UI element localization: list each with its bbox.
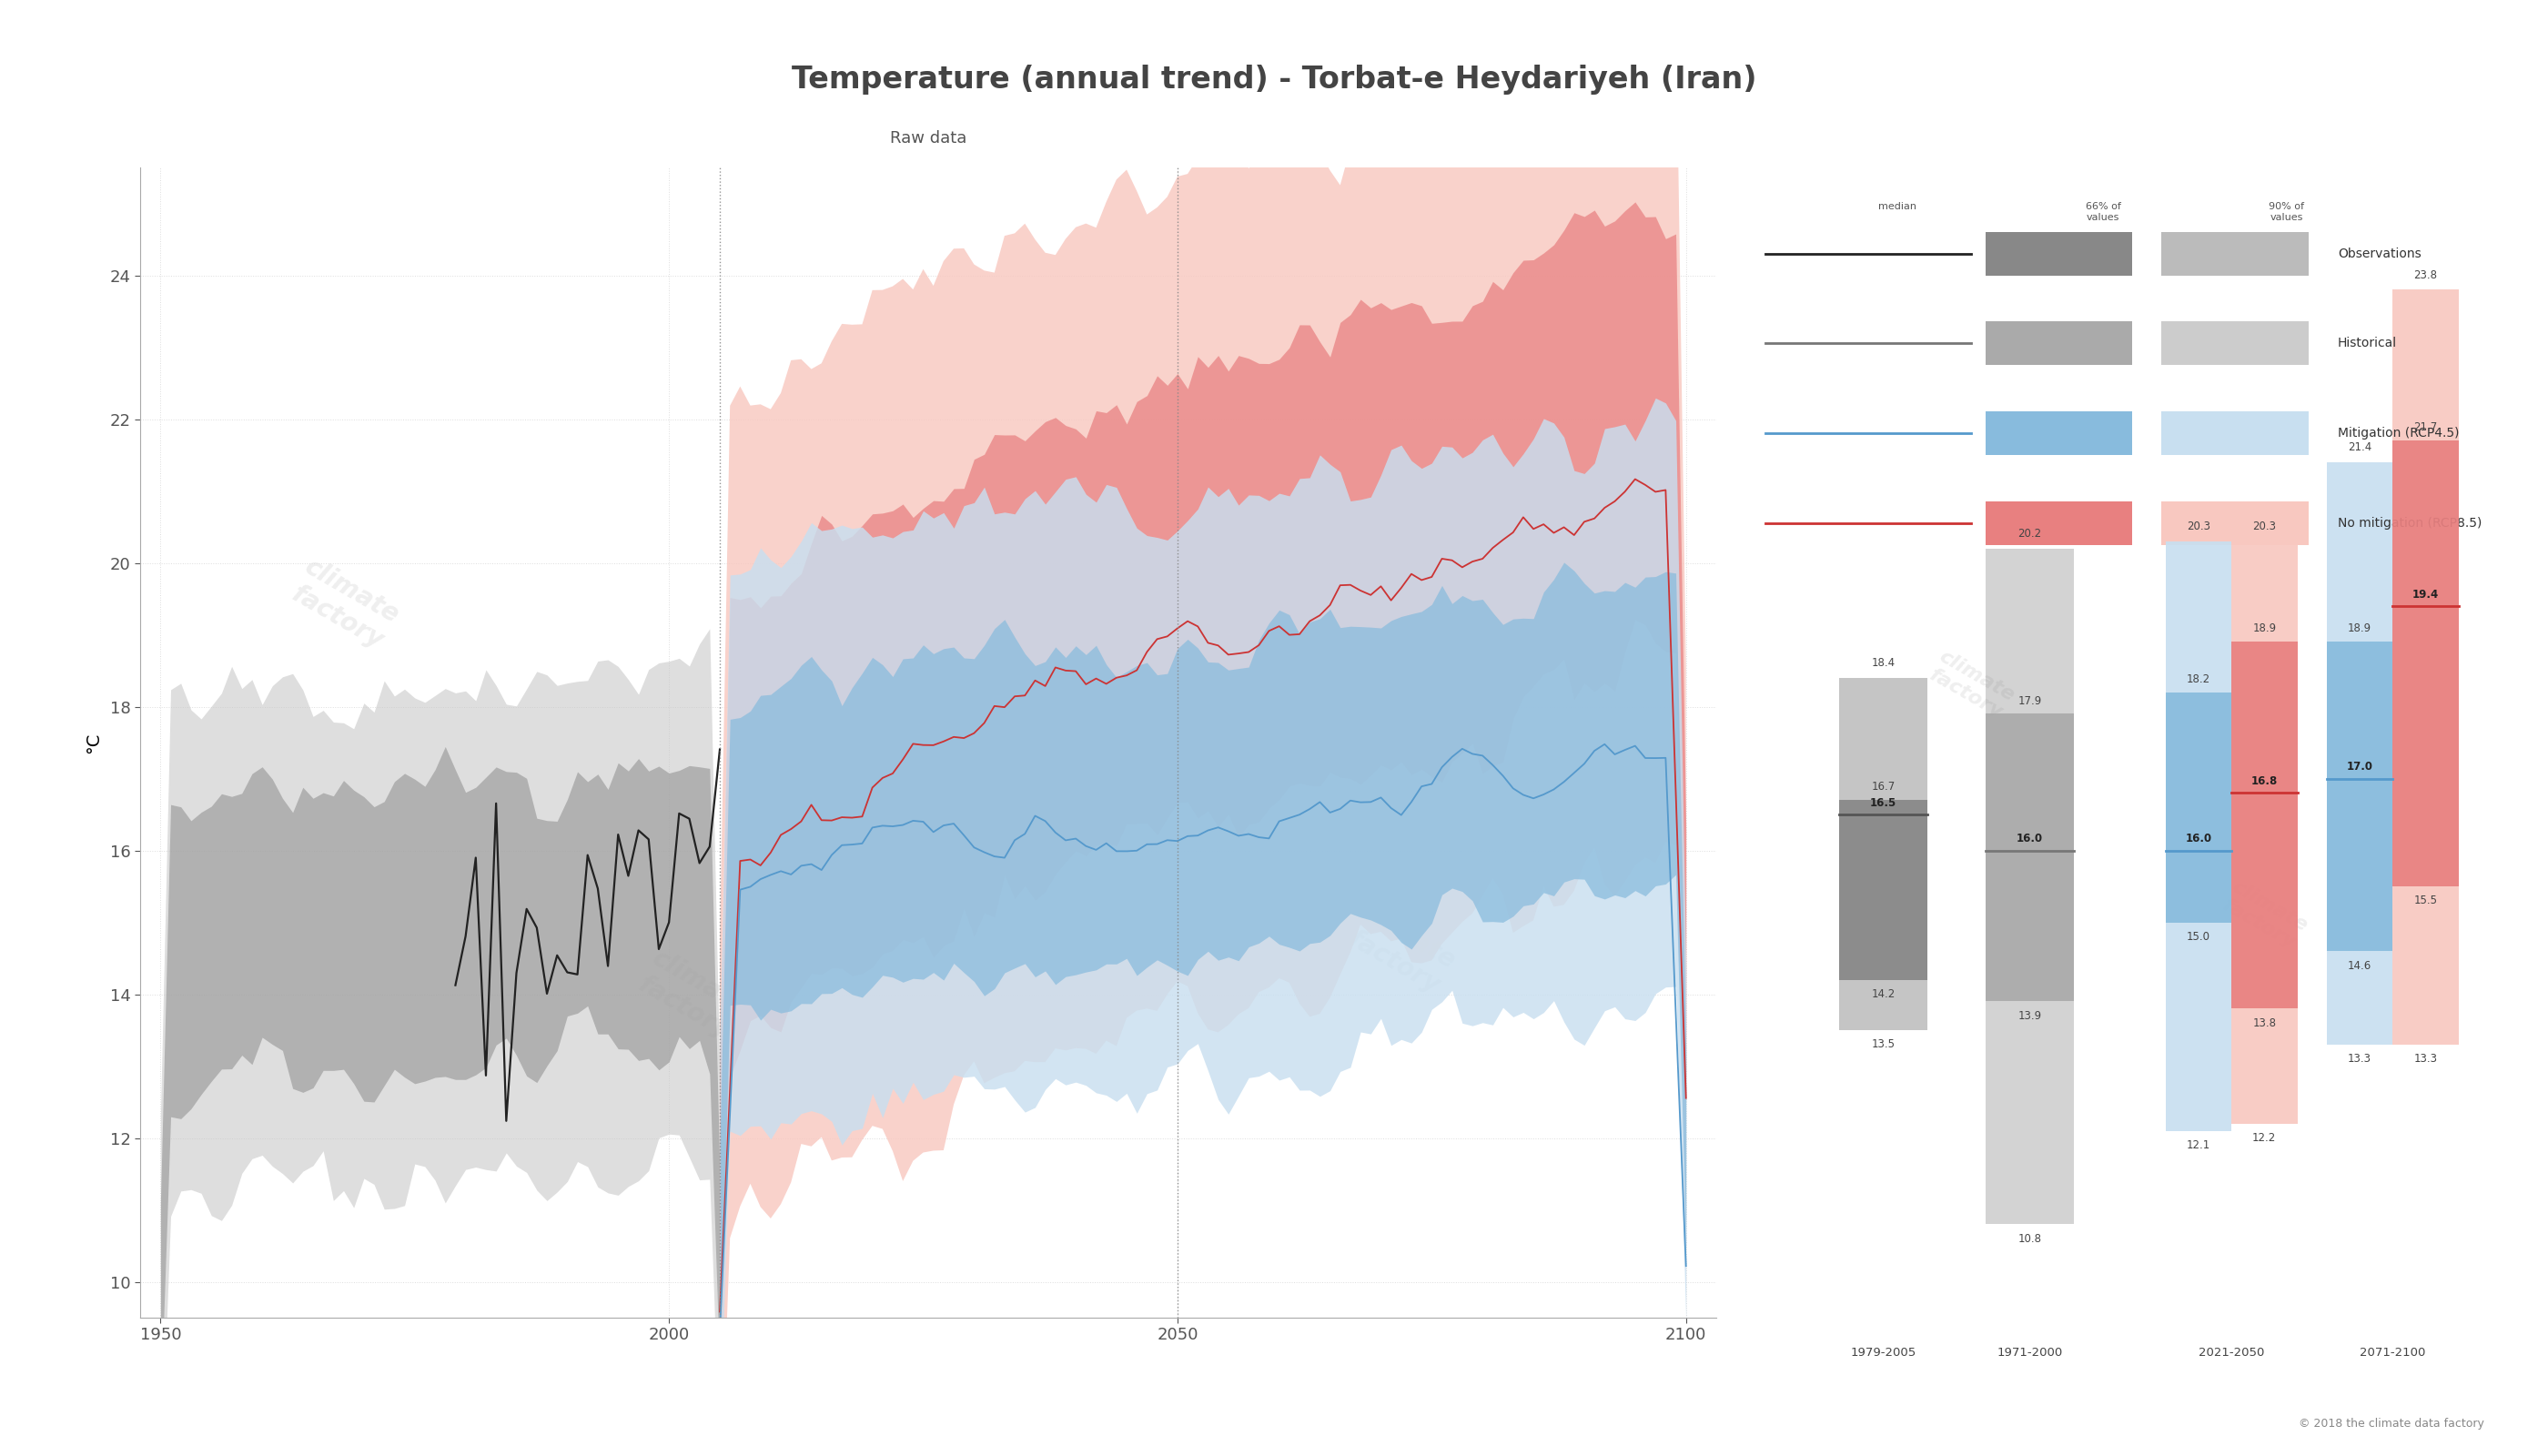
Bar: [2161, 232, 2308, 275]
Text: 16.8: 16.8: [2250, 775, 2278, 788]
Bar: [2326, 462, 2393, 1044]
Bar: [2393, 441, 2459, 887]
Text: 20.3: 20.3: [2186, 521, 2209, 533]
Text: 17.0: 17.0: [2347, 761, 2372, 773]
Bar: [1985, 713, 2074, 1002]
Text: 18.4: 18.4: [1870, 658, 1896, 670]
Bar: [1985, 411, 2133, 456]
Text: 20.3: 20.3: [2252, 521, 2275, 533]
Text: 13.9: 13.9: [2018, 1010, 2041, 1022]
Text: median: median: [1878, 202, 1916, 211]
Bar: [1840, 678, 1926, 1031]
Bar: [2232, 542, 2298, 1124]
Text: © 2018 the climate data factory: © 2018 the climate data factory: [2298, 1418, 2484, 1430]
Bar: [2393, 290, 2459, 1044]
Text: 1971-2000: 1971-2000: [1998, 1347, 2061, 1358]
Text: 14.2: 14.2: [1870, 989, 1896, 1000]
Text: 2071-2100: 2071-2100: [2359, 1347, 2426, 1358]
Bar: [2161, 322, 2308, 365]
Text: 21.4: 21.4: [2347, 441, 2372, 454]
Text: 15.0: 15.0: [2186, 930, 2209, 942]
Bar: [2161, 411, 2308, 456]
Y-axis label: °C: °C: [84, 732, 102, 753]
Text: 13.5: 13.5: [1870, 1038, 1896, 1051]
Text: Historical: Historical: [2337, 336, 2398, 349]
Bar: [1985, 501, 2133, 545]
Text: No mitigation (RCP8.5): No mitigation (RCP8.5): [2337, 517, 2482, 529]
Text: 18.9: 18.9: [2347, 623, 2372, 635]
Bar: [2161, 501, 2308, 545]
Text: 14.6: 14.6: [2347, 960, 2372, 971]
Text: 10.8: 10.8: [2018, 1233, 2041, 1245]
Text: Raw data: Raw data: [889, 130, 966, 147]
Bar: [1840, 801, 1926, 980]
Text: 15.5: 15.5: [2413, 895, 2438, 907]
Bar: [2166, 542, 2232, 1131]
Text: climate
factory: climate factory: [1924, 646, 2018, 724]
Bar: [2326, 642, 2393, 951]
Text: Mitigation (RCP4.5): Mitigation (RCP4.5): [2337, 427, 2459, 440]
Bar: [2232, 642, 2298, 1009]
Text: climate
factory: climate factory: [285, 555, 405, 655]
Text: 13.8: 13.8: [2252, 1018, 2275, 1029]
Text: 12.1: 12.1: [2186, 1140, 2209, 1152]
Text: 19.4: 19.4: [2413, 588, 2438, 600]
Text: Temperature (annual trend) - Torbat-e Heydariyeh (Iran): Temperature (annual trend) - Torbat-e He…: [792, 66, 1756, 95]
Bar: [2166, 692, 2232, 922]
Text: 20.2: 20.2: [2018, 529, 2041, 540]
Text: climate
factory: climate factory: [996, 635, 1113, 735]
Text: 2021-2050: 2021-2050: [2199, 1347, 2265, 1358]
Bar: [1985, 232, 2133, 275]
Text: 13.3: 13.3: [2347, 1053, 2372, 1064]
Text: climate
factory: climate factory: [632, 945, 752, 1045]
Text: 16.0: 16.0: [2015, 833, 2043, 844]
Bar: [1985, 549, 2074, 1224]
Text: 16.5: 16.5: [1870, 796, 1896, 808]
Text: 18.2: 18.2: [2186, 673, 2209, 684]
Bar: [1985, 322, 2133, 365]
Text: 12.2: 12.2: [2252, 1133, 2275, 1144]
Text: 1979-2005: 1979-2005: [1850, 1347, 1916, 1358]
Text: climate
factory: climate factory: [1343, 900, 1460, 1000]
Text: 66% of
values: 66% of values: [2084, 202, 2120, 221]
Text: Observations: Observations: [2337, 248, 2421, 261]
Text: 13.3: 13.3: [2413, 1053, 2438, 1064]
Text: 18.9: 18.9: [2252, 623, 2275, 635]
Text: climate
factory: climate factory: [2219, 877, 2311, 954]
Text: 16.0: 16.0: [2186, 833, 2212, 844]
Text: 17.9: 17.9: [2018, 695, 2041, 706]
Text: 90% of
values: 90% of values: [2268, 202, 2303, 221]
Text: 16.7: 16.7: [1870, 780, 1896, 794]
Text: 23.8: 23.8: [2413, 269, 2438, 281]
Text: 21.7: 21.7: [2413, 422, 2438, 434]
